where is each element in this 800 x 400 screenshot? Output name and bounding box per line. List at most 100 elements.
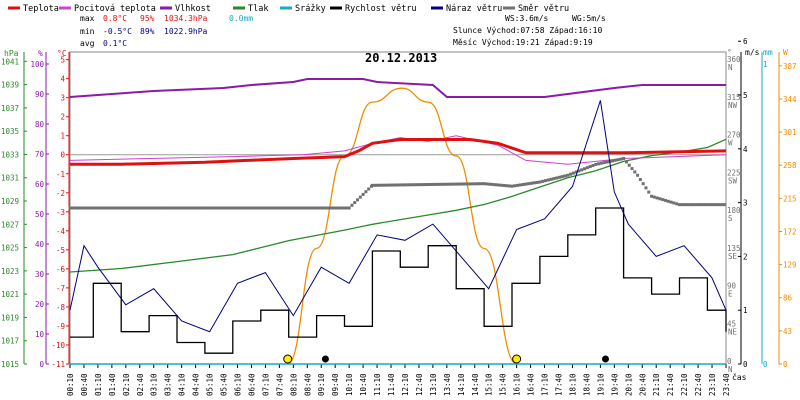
w-tick-label: 387 bbox=[783, 62, 797, 71]
series-wind-direction-dot bbox=[258, 206, 262, 210]
series-wind-direction-dot bbox=[421, 183, 425, 187]
series-wind-direction-dot bbox=[347, 206, 351, 210]
series-wind-direction-dot bbox=[423, 183, 427, 187]
series-wind-direction-dot bbox=[191, 206, 195, 210]
series-wind-direction-dot bbox=[387, 183, 391, 187]
series-wind-direction-dot bbox=[129, 206, 133, 210]
series-wind-direction-dot bbox=[482, 182, 486, 186]
x-tick-label: 03:10 bbox=[150, 373, 159, 396]
w-tick-label: 258 bbox=[783, 161, 797, 170]
series-wind-direction-dot bbox=[675, 202, 679, 206]
series-wind-direction-dot bbox=[398, 183, 402, 187]
series-wind-direction-dot bbox=[465, 182, 469, 186]
series-wind-direction-dot bbox=[538, 180, 542, 184]
series-wind-direction-dot bbox=[705, 203, 709, 207]
pct-tick-label: 10 bbox=[35, 330, 45, 339]
series-wind-direction-dot bbox=[101, 206, 105, 210]
pct-tick-label: 20 bbox=[35, 300, 45, 309]
w-tick-label: 129 bbox=[783, 261, 797, 270]
x-tick-label: 20:10 bbox=[624, 373, 633, 396]
series-wind-direction-dot bbox=[588, 165, 592, 169]
series-wind-direction-dot bbox=[661, 198, 665, 202]
series-wind-direction-dot bbox=[345, 206, 349, 210]
series-wind-direction-dot bbox=[180, 206, 184, 210]
x-tick-label: 22:40 bbox=[694, 373, 703, 396]
series-wind-direction-dot bbox=[337, 206, 341, 210]
series-wind-direction-dot bbox=[524, 182, 528, 186]
w-tick-label: 344 bbox=[783, 95, 797, 104]
x-tick-label: 00:10 bbox=[66, 373, 75, 396]
hpa-tick-label: 1041 bbox=[1, 57, 19, 66]
series-temperature-line bbox=[70, 138, 727, 166]
series-wind-direction-dot bbox=[518, 183, 522, 187]
series-wind-direction-dot bbox=[124, 206, 128, 210]
series-wind-direction-dot bbox=[280, 206, 284, 210]
series-wind-direction-dot bbox=[194, 206, 198, 210]
series-wind-direction-dot bbox=[513, 184, 517, 188]
series-wind-direction-dot bbox=[353, 201, 357, 205]
series-wind-direction-dot bbox=[669, 200, 673, 204]
dir-tick-name: N bbox=[728, 63, 733, 72]
series-wind-direction-dot bbox=[711, 203, 715, 207]
series-wind-direction-dot bbox=[249, 206, 253, 210]
series-wind-direction-dot bbox=[356, 198, 360, 202]
series-wind-direction-dot bbox=[624, 160, 628, 164]
dir-tick-deg: 315 bbox=[727, 93, 741, 102]
series-wind-direction-dot bbox=[74, 206, 78, 210]
series-wind-direction-dot bbox=[563, 174, 567, 178]
series-wind-direction-dot bbox=[222, 206, 226, 210]
series-wind-direction-dot bbox=[90, 206, 94, 210]
series-wind-direction-dot bbox=[502, 183, 506, 187]
series-wind-direction-dot bbox=[516, 183, 520, 187]
series-wind-direction-dot bbox=[647, 190, 651, 194]
series-wind-direction-dot bbox=[320, 206, 324, 210]
series-wind-direction-dot bbox=[331, 206, 335, 210]
pct-tick-label: 50 bbox=[35, 210, 45, 219]
c-tick-label: 1 bbox=[60, 132, 65, 141]
series-wind-direction-dot bbox=[541, 179, 545, 183]
x-tick-label: 01:40 bbox=[108, 373, 117, 396]
x-tick-label: 07:40 bbox=[275, 373, 284, 396]
series-wind-direction-dot bbox=[633, 170, 637, 174]
info-sun: Slunce Východ:07:58 Západ:16:10 bbox=[453, 26, 602, 35]
series-wind-direction-dot bbox=[168, 206, 172, 210]
mm-unit: mm bbox=[763, 48, 773, 57]
series-wind-direction-dot bbox=[277, 206, 281, 210]
stats-max-temp: 0.8°C bbox=[103, 14, 127, 23]
series-wind-direction-dot bbox=[619, 157, 623, 161]
info-ws: WS:3.6m/s bbox=[505, 14, 549, 23]
dir-tick-name: W bbox=[728, 139, 733, 148]
series-wind-direction-dot bbox=[329, 206, 333, 210]
series-wind-direction-dot bbox=[583, 167, 587, 171]
series-wind-direction-dot bbox=[677, 203, 681, 207]
w-tick-label: 301 bbox=[783, 128, 797, 137]
dir-tick-name: N bbox=[728, 365, 733, 374]
stats-min-hum: 89% bbox=[140, 27, 155, 36]
series-wind-direction-dot bbox=[127, 206, 131, 210]
series-wind-direction-dot bbox=[440, 182, 444, 186]
series-wind-direction-dot bbox=[255, 206, 259, 210]
x-tick-label: 11:10 bbox=[373, 373, 382, 396]
dir-tick-deg: 135 bbox=[727, 244, 741, 253]
series-wind-speed-line bbox=[70, 207, 727, 354]
c-tick-label: -3 bbox=[56, 208, 65, 217]
series-wind-direction-dot bbox=[382, 183, 386, 187]
x-tick-label: 12:40 bbox=[415, 373, 424, 396]
w-tick-label: 215 bbox=[783, 194, 797, 203]
series-wind-direction-dot bbox=[238, 206, 242, 210]
series-wind-direction-dot bbox=[404, 183, 408, 187]
dir-tick-name: NW bbox=[728, 101, 738, 110]
pct-tick-label: 30 bbox=[35, 270, 45, 279]
x-tick-label: 11:40 bbox=[387, 373, 396, 396]
series-wind-direction-dot bbox=[543, 179, 547, 183]
series-wind-direction-dot bbox=[82, 206, 86, 210]
series-wind-direction-dot bbox=[233, 206, 237, 210]
w-tick-label: 172 bbox=[783, 227, 797, 236]
series-wind-direction-dot bbox=[71, 206, 75, 210]
series-wind-direction-dot bbox=[326, 206, 330, 210]
hpa-tick-label: 1025 bbox=[1, 244, 19, 253]
x-tick-label: 10:40 bbox=[359, 373, 368, 396]
series-wind-direction-dot bbox=[672, 201, 676, 205]
series-wind-direction-dot bbox=[636, 173, 640, 177]
series-wind-direction-dot bbox=[334, 206, 338, 210]
